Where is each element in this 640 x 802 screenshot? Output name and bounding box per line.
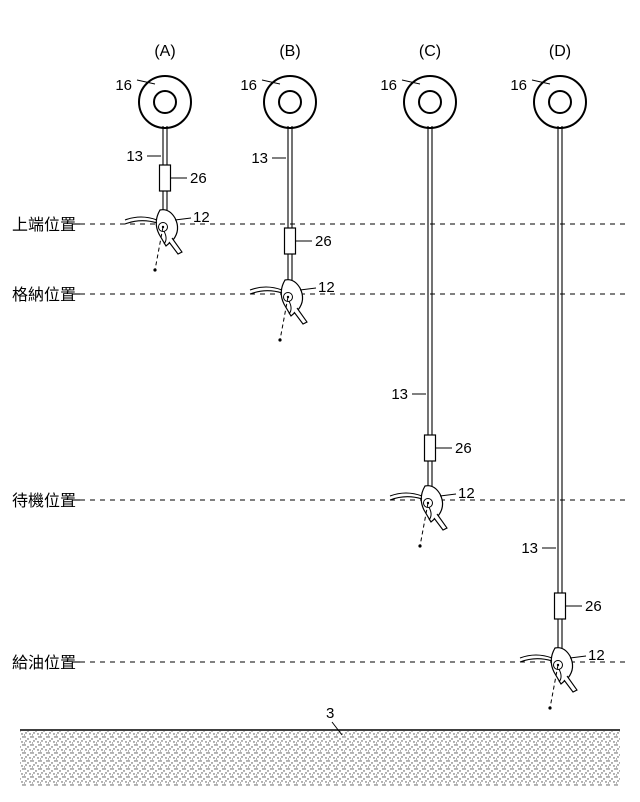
ref-plate-D: 26 bbox=[585, 598, 602, 615]
ref-nozzle-B: 12 bbox=[318, 279, 335, 296]
nozzle bbox=[390, 486, 447, 548]
level-label-storage: 格納位置 bbox=[12, 286, 76, 304]
ref-hose-C: 13 bbox=[391, 386, 408, 403]
ref-hose-B: 13 bbox=[251, 150, 268, 167]
reel-inner bbox=[419, 91, 441, 113]
level-label-standby: 待機位置 bbox=[12, 492, 76, 510]
ref-nozzle-C: 12 bbox=[458, 485, 475, 502]
ref-hose-D: 13 bbox=[521, 540, 538, 557]
nozzle bbox=[250, 280, 307, 342]
ref-reel-C: 16 bbox=[380, 77, 397, 94]
column-label-B: (B) bbox=[279, 43, 300, 60]
ref-reel-D: 16 bbox=[510, 77, 527, 94]
ref-hose-A: 13 bbox=[126, 148, 143, 165]
plate bbox=[425, 435, 436, 461]
ref-nozzle-A: 12 bbox=[193, 209, 210, 226]
patent-figure: 上端位置格納位置待機位置給油位置 3 (A) 16 13 26 12 (B) 16 13 26 12 (… bbox=[0, 0, 640, 802]
column-label-A: (A) bbox=[154, 43, 175, 60]
ref-plate-B: 26 bbox=[315, 233, 332, 250]
ref-plate-C: 26 bbox=[455, 440, 472, 457]
assembly-D bbox=[520, 76, 586, 710]
level-label-upper: 上端位置 bbox=[12, 216, 76, 234]
assembly-C bbox=[390, 76, 456, 548]
ref-ground: 3 bbox=[326, 705, 334, 722]
ref-plate-A: 26 bbox=[190, 170, 207, 187]
reel-inner bbox=[154, 91, 176, 113]
plate bbox=[285, 228, 296, 254]
plate bbox=[160, 165, 171, 191]
plate bbox=[555, 593, 566, 619]
column-label-C: (C) bbox=[419, 43, 441, 60]
assembly-A bbox=[125, 76, 191, 272]
reel-inner bbox=[549, 91, 571, 113]
column-label-D: (D) bbox=[549, 43, 571, 60]
reel-inner bbox=[279, 91, 301, 113]
nozzle bbox=[520, 648, 577, 710]
ground-hatch bbox=[20, 731, 620, 786]
ref-reel-B: 16 bbox=[240, 77, 257, 94]
ref-nozzle-D: 12 bbox=[588, 647, 605, 664]
level-label-fuel: 給油位置 bbox=[12, 654, 76, 672]
ref-reel-A: 16 bbox=[115, 77, 132, 94]
nozzle bbox=[125, 210, 182, 272]
assembly-B bbox=[250, 76, 316, 342]
